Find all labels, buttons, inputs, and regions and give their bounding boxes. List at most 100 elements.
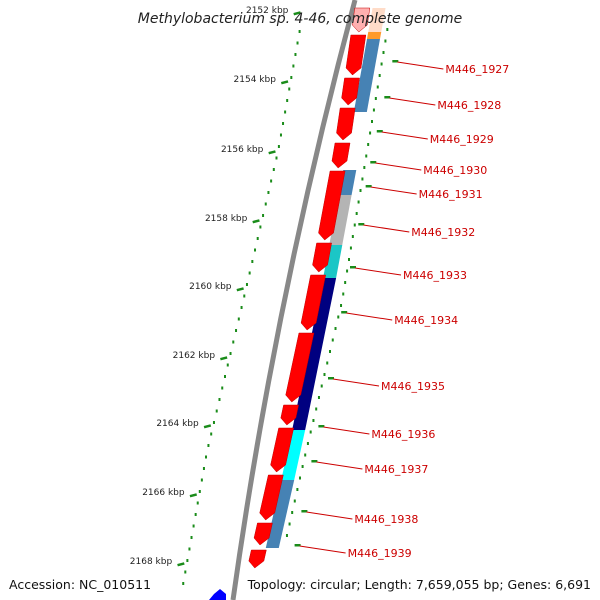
gene-tick (376, 130, 383, 133)
track-dot (272, 168, 275, 171)
cds-arrow (312, 242, 332, 273)
gene-label: M446_1937 (364, 463, 428, 476)
scale-tick-label: 2168 kbp (130, 557, 173, 567)
scale-tick-label: 2156 kbp (221, 145, 264, 155)
gene-label: M446_1931 (419, 188, 483, 201)
track-dot (232, 340, 235, 344)
gene-connector (381, 131, 428, 140)
track-dot (337, 315, 340, 319)
track-dot (210, 432, 213, 436)
track-dot (215, 409, 218, 413)
gene-connector (299, 545, 346, 554)
blue-marker-icon (209, 589, 226, 600)
track-dot (296, 488, 299, 491)
gene-tick (384, 96, 391, 99)
gene-tick (365, 185, 372, 188)
scale-tick-label: 2152 kbp (246, 6, 289, 16)
gene-label: M446_1933 (403, 269, 467, 282)
track-dot (286, 99, 289, 102)
track-dot (378, 74, 381, 77)
track-dot (293, 499, 296, 503)
track-dot (264, 202, 267, 206)
topology-text: Topology: circular; Length: 7,659,055 bp… (247, 577, 591, 592)
cds-arrow (341, 77, 360, 106)
track-dot (245, 283, 248, 286)
gene-connector (354, 267, 402, 276)
track-dot (346, 269, 349, 273)
track-dot (277, 145, 280, 148)
gene-tick (294, 544, 301, 547)
scale-tick-label: 2158 kbp (205, 214, 248, 224)
cog-block (296, 278, 337, 408)
track-dot (349, 246, 352, 250)
track-dot (202, 467, 205, 470)
accession-text: Accession: NC_010511 (9, 577, 152, 592)
track-dot (361, 177, 364, 181)
track-dot (384, 39, 387, 43)
track-dot (212, 421, 215, 424)
track-dot (248, 271, 251, 275)
gene-connector (389, 97, 436, 106)
track-dot (298, 30, 301, 33)
track-dot (317, 396, 320, 399)
track-dot (323, 373, 326, 376)
track-dot (270, 179, 273, 183)
track-dot (301, 465, 304, 468)
track-dot (194, 513, 197, 516)
cds-arrow (331, 142, 351, 169)
track-dot (186, 559, 189, 562)
track-dot (192, 524, 195, 528)
track-dot (386, 28, 389, 31)
map-title: Methylobacterium sp. 4-46, complete geno… (138, 11, 462, 27)
track-dot (256, 237, 259, 240)
gene-label: M446_1938 (354, 513, 418, 526)
gene-labels: M446_1927 M446_1928 M446_1929 M446_1930 M446… (294, 60, 509, 560)
track-dot (363, 166, 366, 169)
gene-tick (301, 510, 308, 513)
track-dot (334, 327, 337, 330)
track-dot (380, 62, 383, 66)
track-dot (331, 338, 334, 342)
scale-tick-mark (189, 493, 198, 498)
cds-arrow (345, 34, 367, 76)
track-dot (359, 189, 362, 192)
track-dot (190, 536, 193, 539)
gene-tick (318, 425, 325, 428)
gene-tick (358, 223, 365, 226)
track-dot (340, 304, 343, 307)
track-dot (296, 41, 299, 45)
track-dot (353, 223, 356, 227)
track-dot (376, 85, 379, 89)
gene-connector (346, 312, 393, 321)
track-dot (182, 582, 185, 585)
gene-tick (392, 60, 399, 63)
track-dot (275, 156, 278, 160)
track-dot (188, 547, 191, 551)
track-dot (198, 490, 201, 493)
cds-arrow (270, 427, 295, 473)
track-dot (262, 214, 265, 217)
track-dot (218, 398, 221, 401)
track-dot (288, 87, 291, 91)
gene-connector (363, 224, 410, 233)
gene-tick (341, 311, 348, 314)
cds-arrow (336, 107, 356, 141)
cog-block (366, 32, 382, 39)
gene-tick (328, 377, 334, 380)
track-dot (315, 407, 318, 411)
track-dot (344, 281, 347, 284)
track-dot (221, 386, 224, 390)
gene-connector (375, 162, 422, 171)
cds-arrows (248, 7, 371, 569)
track-dot (329, 350, 331, 353)
track-dot (292, 64, 295, 68)
track-dot (235, 329, 238, 332)
track-dot (374, 97, 377, 100)
track-dot (367, 143, 370, 146)
scale-tick-mark (220, 356, 228, 361)
track-dot (306, 442, 309, 445)
track-dot (243, 294, 246, 298)
track-dot (254, 248, 257, 252)
gene-connector (332, 378, 380, 387)
